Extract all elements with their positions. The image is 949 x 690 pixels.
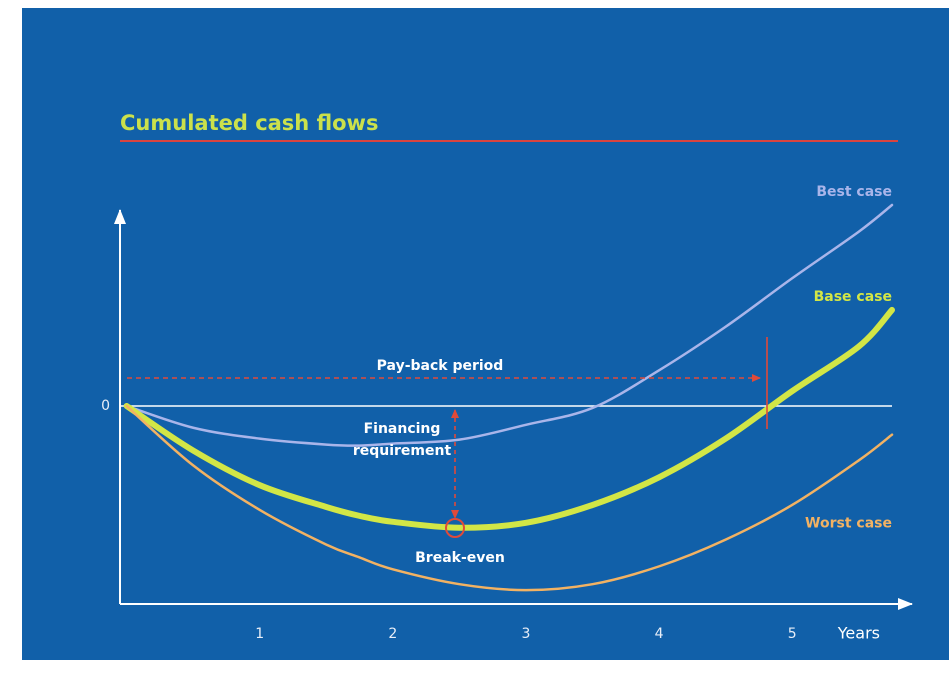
x-tick-label: 1 [255,626,264,642]
background [22,8,949,660]
x-axis-label: Years [837,624,880,643]
break-even-label: Break-even [415,550,505,566]
break-even-marker [445,518,465,538]
x-tick-label: 5 [788,626,797,642]
financing-label: Financing [364,421,441,437]
financing-label: requirement [353,443,452,459]
x-tick-label: 3 [522,626,531,642]
series-label: Best case [816,184,892,200]
series-line [125,404,894,592]
y-tick-label: 0 [101,398,110,414]
series-label: Base case [814,289,892,305]
series-line [125,203,894,447]
plot-area [120,203,895,592]
x-tick-label: 4 [655,626,664,642]
x-tick-label: 2 [388,626,397,642]
series-line [123,306,895,531]
series-label: Worst case [805,516,892,532]
chart-title: Cumulated cash flows [120,111,378,135]
payback-label: Pay-back period [377,358,504,374]
